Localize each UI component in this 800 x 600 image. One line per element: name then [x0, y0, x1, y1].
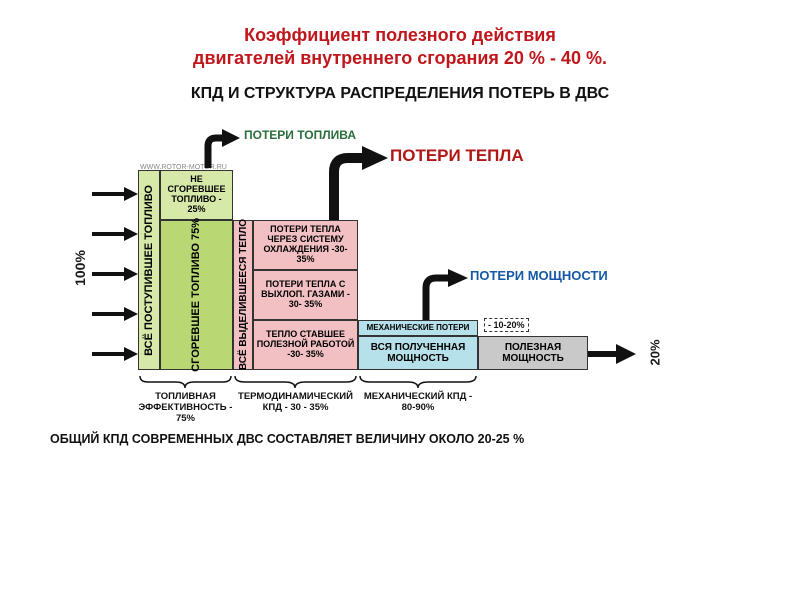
brace-1-icon: [138, 374, 233, 392]
title-line-2: двигателей внутреннего сгорания 20 % - 4…: [193, 48, 607, 68]
diagram-title: КПД И СТРУКТУРА РАСПРЕДЕЛЕНИЯ ПОТЕРЬ В Д…: [0, 79, 800, 107]
col4-useful-label: ПОЛЕЗНАЯ МОЩНОСТЬ: [481, 342, 585, 364]
col4-useful-box: ПОЛЕЗНАЯ МОЩНОСТЬ: [478, 336, 588, 370]
power-loss-label: ПОТЕРИ МОЩНОСТИ: [470, 268, 608, 283]
diagram-stage: WWW.ROTOR-MOTOR.RU 100% ВСЁ ПОСТУПИВШЕЕ …: [90, 150, 730, 490]
brace-3-icon: [358, 374, 478, 392]
brace-1-label: ТОПЛИВНАЯ ЭФФЕКТИВНОСТЬ - 75%: [138, 392, 233, 425]
input-percent-label: 100%: [72, 250, 88, 286]
col2-exhaust-box: ПОТЕРИ ТЕПЛА С ВЫХЛОП. ГАЗАМИ - 30- 35%: [253, 270, 358, 320]
col1-burned-box: СГОРЕВШЕЕ ТОПЛИВО 75%: [160, 220, 233, 370]
col1-burned-label: СГОРЕВШЕЕ ТОПЛИВО 75%: [190, 218, 202, 372]
col1-unburned-box: НЕ СГОРЕВШЕЕ ТОПЛИВО - 25%: [160, 170, 233, 220]
col2-header: ВСЁ ВЫДЕЛИВШЕЕСЯ ТЕПЛО: [238, 219, 249, 370]
fuel-loss-label: ПОТЕРИ ТОПЛИВА: [244, 128, 356, 142]
mech-loss-pct-callout: - 10-20%: [484, 318, 529, 332]
power-loss-arrow-icon: [412, 262, 468, 322]
fuel-loss-arrow-icon: [194, 124, 240, 170]
heat-loss-arrow-icon: [318, 144, 388, 222]
col1-header: ВСЁ ПОСТУПИВШЕЕ ТОПЛИВО: [143, 185, 155, 356]
brace-2-label: ТЕРМОДИНАМИЧЕСКИЙ КПД - 30 - 35%: [233, 392, 358, 414]
brace-3-label: МЕХАНИЧЕСКИЙ КПД - 80-90%: [358, 392, 478, 414]
col2-work-box: ТЕПЛО СТАВШЕЕ ПОЛЕЗНОЙ РАБОТОЙ -30- 35%: [253, 320, 358, 370]
col2-exhaust-label: ПОТЕРИ ТЕПЛА С ВЫХЛОП. ГАЗАМИ - 30- 35%: [256, 280, 355, 310]
col1-unburned-label: НЕ СГОРЕВШЕЕ ТОПЛИВО - 25%: [163, 175, 230, 215]
output-arrow-icon: [588, 342, 636, 366]
brace-1-text: ТОПЛИВНАЯ ЭФФЕКТИВНОСТЬ - 75%: [139, 391, 233, 424]
page-title: Коэффициент полезного действия двигателе…: [0, 0, 800, 79]
title-line-1: Коэффициент полезного действия: [244, 25, 556, 45]
input-arrows-icon: [90, 178, 138, 366]
heat-loss-label: ПОТЕРИ ТЕПЛА: [390, 146, 524, 166]
summary-line: ОБЩИЙ КПД СОВРЕМЕННЫХ ДВС СОСТАВЛЯЕТ ВЕЛ…: [50, 432, 524, 446]
col2-work-label: ТЕПЛО СТАВШЕЕ ПОЛЕЗНОЙ РАБОТОЙ -30- 35%: [256, 330, 355, 360]
col2-cooling-box: ПОТЕРИ ТЕПЛА ЧЕРЕЗ СИСТЕМУ ОХЛАЖДЕНИЯ -3…: [253, 220, 358, 270]
col3-mechloss-box: МЕХАНИЧЕСКИЕ ПОТЕРИ: [358, 320, 478, 336]
col3-power-label: ВСЯ ПОЛУЧЕННАЯ МОЩНОСТЬ: [361, 342, 475, 364]
brace-2-text: ТЕРМОДИНАМИЧЕСКИЙ КПД - 30 - 35%: [238, 391, 353, 413]
col3-mechloss-label: МЕХАНИЧЕСКИЕ ПОТЕРИ: [367, 324, 470, 333]
brace-3-text: МЕХАНИЧЕСКИЙ КПД - 80-90%: [364, 391, 472, 413]
col1-header-box: ВСЁ ПОСТУПИВШЕЕ ТОПЛИВО: [138, 170, 160, 370]
output-percent-label: 20%: [648, 339, 663, 365]
col2-header-box: ВСЁ ВЫДЕЛИВШЕЕСЯ ТЕПЛО: [233, 220, 253, 370]
col2-cooling-label: ПОТЕРИ ТЕПЛА ЧЕРЕЗ СИСТЕМУ ОХЛАЖДЕНИЯ -3…: [256, 225, 355, 265]
brace-2-icon: [233, 374, 358, 392]
col3-power-box: ВСЯ ПОЛУЧЕННАЯ МОЩНОСТЬ: [358, 336, 478, 370]
